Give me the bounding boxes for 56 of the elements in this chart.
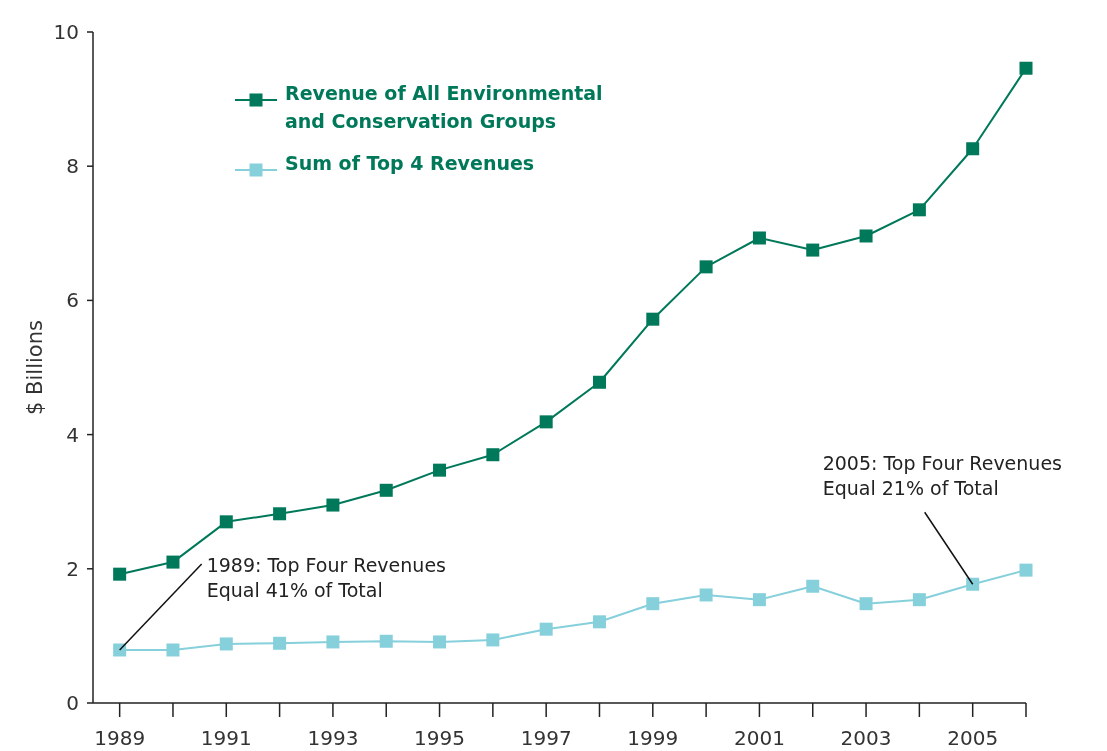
point [859,229,873,243]
x-tick-label: 1997 [520,726,572,750]
point [646,312,660,326]
point [699,588,713,602]
legend-label: Sum of Top 4 Revenues [285,152,535,174]
point [539,415,553,429]
point [592,615,606,629]
point [486,448,500,462]
point [326,635,340,649]
point [219,637,233,651]
x-tick-label: 1995 [414,726,465,750]
y-axis-title: $ Billions [23,320,47,415]
y-tick-label: 2 [66,556,79,581]
point [379,634,393,648]
point [273,636,287,650]
y-tick-label: 8 [66,154,79,179]
y-tick-label: 6 [66,288,79,313]
point [113,567,127,581]
point [646,597,660,611]
legend-label: Revenue of All Environmental and Conservation Groups [285,82,603,132]
point [1019,563,1033,577]
point [592,375,606,389]
point [273,507,287,521]
point [806,243,820,257]
x-tick-label: 2005 [947,726,999,750]
x-tick-label: 1999 [627,726,679,750]
y-tick-label: 4 [66,422,79,447]
x-tick-label: 1991 [200,726,252,750]
point [379,483,393,497]
point [166,555,180,569]
point [486,633,500,647]
point [806,579,820,593]
annotation: 2005: Top Four Revenues Equal 21% of Total [822,452,1062,500]
y-tick-label: 0 [66,691,79,715]
point [1019,61,1033,75]
x-tick-label: 1993 [307,726,359,750]
point [113,643,127,657]
point [966,142,980,156]
point [326,498,340,512]
point [752,231,766,245]
point [219,515,233,529]
point [699,260,713,274]
point [433,463,447,477]
y-tick-label: 10 [53,20,79,44]
x-tick-label: 2003 [840,726,892,750]
point [539,622,553,636]
point [752,593,766,607]
x-tick-label: 1989 [94,726,146,750]
point [166,643,180,657]
point [912,593,926,607]
point [859,597,873,611]
x-tick-label: 2001 [733,726,785,750]
annotation: 1989: Top Four Revenues Equal 41% of Total [206,553,446,601]
point [433,635,447,649]
point [912,203,926,217]
point [966,577,980,591]
